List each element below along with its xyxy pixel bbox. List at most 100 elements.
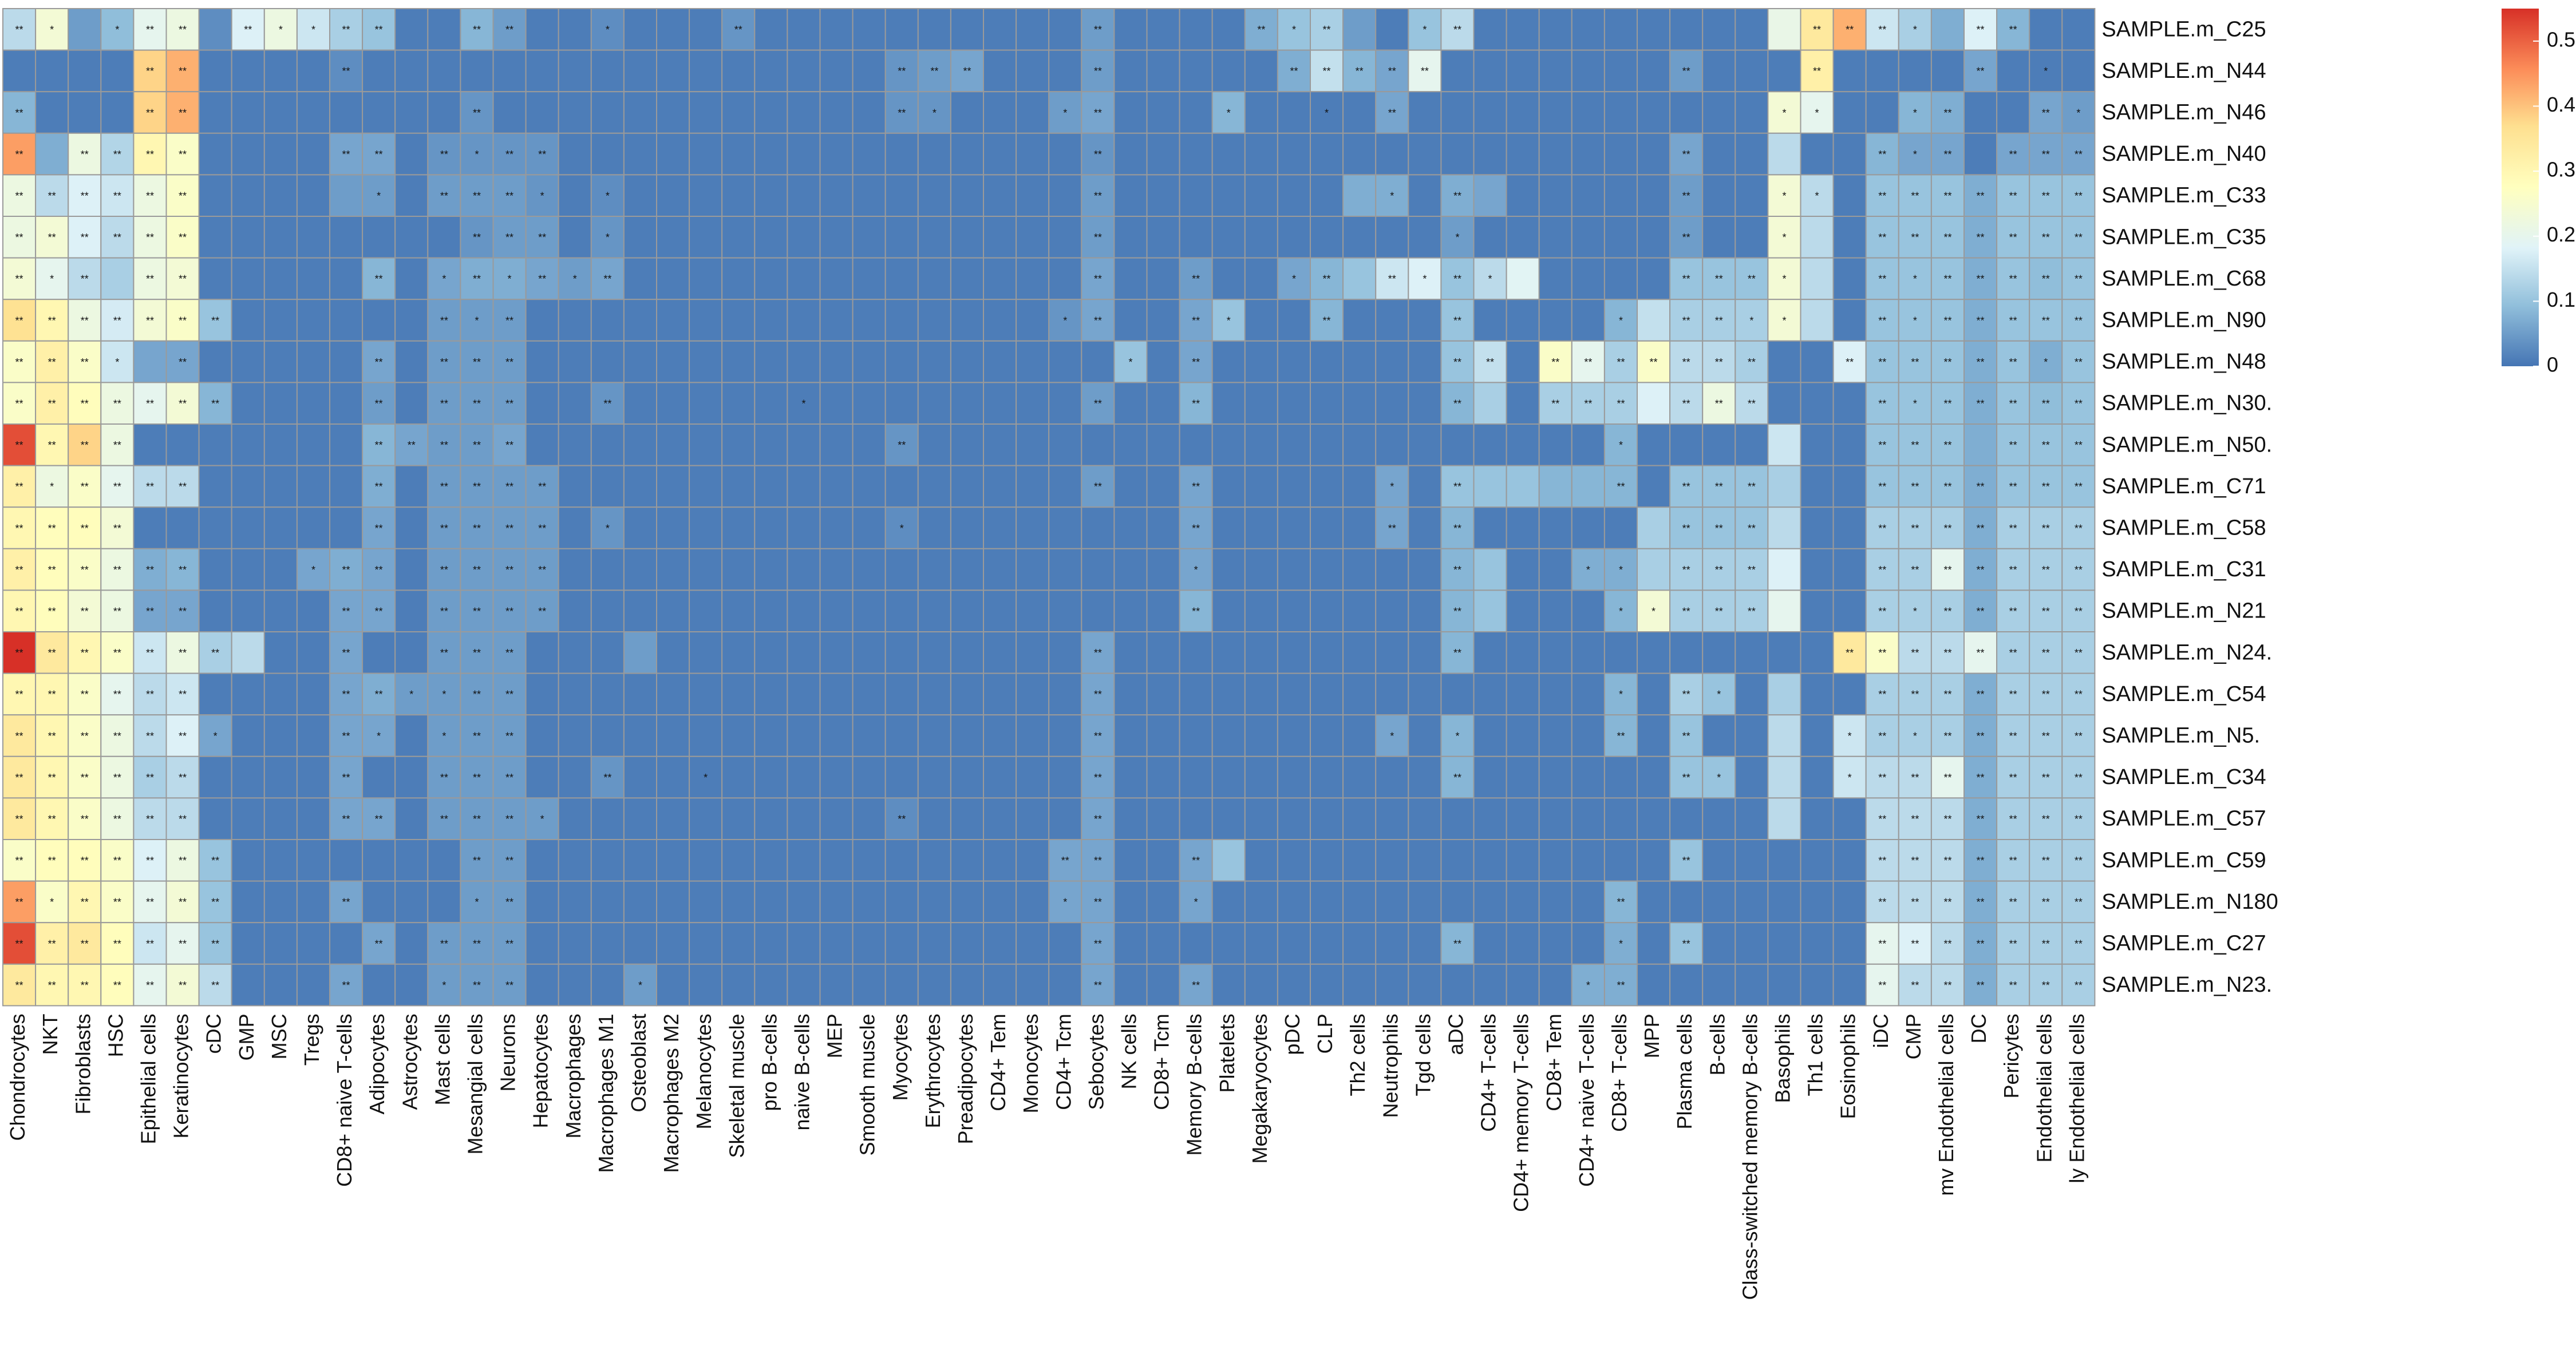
heatmap-cell (590, 672, 625, 716)
heatmap-cell (35, 8, 69, 51)
heatmap-cell (1081, 91, 1115, 134)
heatmap-cell (656, 880, 690, 924)
significance-mark: ** (440, 938, 448, 949)
significance-mark: ** (473, 689, 481, 700)
significance-mark: ** (1977, 772, 1985, 783)
significance-mark: ** (1323, 66, 1331, 77)
heatmap-cell (1702, 132, 1736, 176)
significance-mark: ** (1453, 24, 1461, 35)
significance-mark: ** (15, 980, 23, 991)
significance-mark: * (1913, 149, 1917, 160)
heatmap-cell (1637, 922, 1671, 965)
significance-mark: ** (48, 605, 56, 617)
heatmap-cell (1669, 963, 1704, 1007)
heatmap-cell (1440, 340, 1475, 383)
significance-mark: ** (505, 149, 513, 160)
heatmap-cell (819, 465, 854, 508)
heatmap-cell (1408, 8, 1442, 51)
significance-mark: ** (81, 605, 89, 617)
heatmap-cell (1506, 631, 1540, 674)
heatmap-cell (35, 91, 69, 134)
row-label: SAMPLE.m_N180 (2101, 890, 2278, 914)
significance-mark: ** (1094, 149, 1102, 160)
heatmap-cell (1211, 216, 1246, 259)
heatmap-cell (100, 465, 135, 508)
heatmap-cell (1081, 714, 1115, 757)
significance-mark: ** (15, 564, 23, 576)
heatmap-cell (1865, 963, 1899, 1007)
significance-mark: ** (1192, 980, 1200, 991)
significance-mark: ** (2042, 980, 2050, 991)
heatmap-cell (754, 132, 788, 176)
heatmap-cell (1277, 506, 1311, 549)
heatmap-cell (917, 714, 951, 757)
column-label: Tgd cells (1411, 1013, 1435, 1096)
significance-mark: * (1782, 274, 1786, 285)
heatmap-cell (263, 174, 298, 217)
significance-mark: ** (440, 647, 448, 659)
significance-mark: * (1619, 315, 1623, 326)
heatmap-cell (754, 880, 788, 924)
significance-mark: * (311, 564, 315, 576)
heatmap-cell (329, 922, 364, 965)
significance-mark: ** (1290, 66, 1298, 77)
heatmap-cell (689, 922, 723, 965)
significance-mark: ** (1878, 980, 1886, 991)
heatmap-cell (1506, 548, 1540, 591)
significance-mark: ** (179, 813, 187, 825)
significance-mark: ** (1388, 274, 1396, 285)
heatmap-cell (1637, 506, 1671, 549)
heatmap-cell (263, 922, 298, 965)
heatmap-cell (362, 340, 396, 383)
heatmap-cell (1930, 49, 1965, 93)
significance-mark: ** (2042, 730, 2050, 742)
significance-mark: ** (2042, 398, 2050, 409)
heatmap-cell (2029, 174, 2063, 217)
heatmap-cell (917, 132, 951, 176)
heatmap-cell (1603, 91, 1638, 134)
heatmap-cell (394, 132, 429, 176)
heatmap-cell (492, 174, 527, 217)
heatmap-cell (1310, 548, 1344, 591)
heatmap-cell (1048, 548, 1082, 591)
heatmap-cell (329, 257, 364, 300)
heatmap-cell (231, 755, 265, 799)
heatmap-cell (1963, 216, 1998, 259)
significance-mark: ** (375, 24, 383, 35)
heatmap-cell (1473, 382, 1507, 425)
heatmap-cell (198, 880, 232, 924)
heatmap-cell (394, 299, 429, 342)
significance-mark: ** (179, 938, 187, 949)
significance-mark: * (1782, 315, 1786, 326)
heatmap-cell (263, 257, 298, 300)
significance-mark: ** (15, 689, 23, 700)
heatmap-cell (819, 382, 854, 425)
significance-mark: ** (342, 564, 350, 576)
heatmap-cell (35, 589, 69, 633)
heatmap-cell (1506, 465, 1540, 508)
significance-mark: * (1619, 938, 1623, 949)
significance-mark: ** (15, 440, 23, 451)
significance-mark: ** (113, 730, 121, 742)
significance-mark: ** (1911, 440, 1919, 451)
significance-mark: ** (538, 564, 546, 576)
heatmap-cell (558, 299, 592, 342)
significance-mark: ** (1943, 315, 1951, 326)
significance-mark: ** (2042, 647, 2050, 659)
heatmap-cell (787, 257, 821, 300)
heatmap-cell (263, 91, 298, 134)
heatmap-cell (1538, 839, 1573, 882)
heatmap-cell (917, 631, 951, 674)
heatmap-cell (1669, 132, 1704, 176)
heatmap-cell (884, 382, 919, 425)
column-label: Macrophages (562, 1013, 585, 1138)
heatmap-cell (1767, 174, 1801, 217)
heatmap-cell (394, 382, 429, 425)
heatmap-cell (623, 714, 658, 757)
heatmap-cell (1538, 423, 1573, 466)
heatmap-cell (852, 880, 886, 924)
legend-tick-label: 0.2 (2547, 223, 2575, 246)
heatmap-cell (231, 216, 265, 259)
column-label: MPP (1640, 1013, 1664, 1058)
significance-mark: ** (1192, 398, 1200, 409)
